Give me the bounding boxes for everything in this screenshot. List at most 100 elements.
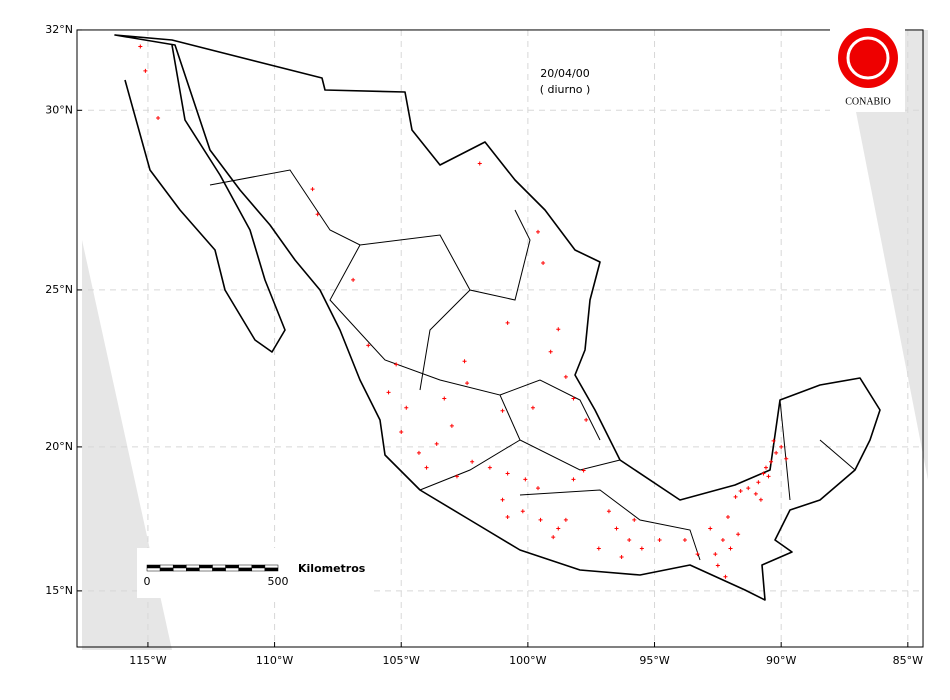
- fire-point: [538, 517, 543, 522]
- fire-point: [399, 429, 404, 434]
- fire-point: [551, 535, 556, 540]
- fire-point: [505, 515, 510, 520]
- fire-point: [596, 546, 601, 551]
- fire-point: [763, 465, 768, 470]
- x-tick-label: 105°W: [383, 654, 420, 667]
- scale-tick-label: 500: [268, 575, 289, 588]
- fire-point: [394, 362, 399, 367]
- fire-point: [351, 277, 356, 282]
- fire-point: [736, 532, 741, 537]
- fire-point: [541, 260, 546, 265]
- fire-point: [720, 537, 725, 542]
- fire-point: [738, 489, 743, 494]
- x-tick-label: 85°W: [893, 654, 923, 667]
- scale-segment: [159, 567, 174, 572]
- y-tick-label: 32°N: [45, 23, 73, 36]
- scale-segment: [199, 564, 213, 569]
- fire-point: [500, 497, 505, 502]
- x-tick-label: 115°W: [129, 654, 166, 667]
- fire-point: [571, 477, 576, 482]
- scale-segment: [172, 564, 187, 569]
- fire-point: [758, 497, 763, 502]
- swath-gap: [840, 30, 928, 480]
- fire-point: [779, 444, 784, 449]
- scale-segment: [225, 564, 239, 569]
- fire-point: [769, 459, 774, 464]
- subtitle: ( diurno ): [540, 83, 591, 96]
- fire-point: [465, 381, 470, 386]
- y-tick-label: 30°N: [45, 103, 73, 116]
- fire-point: [563, 517, 568, 522]
- scale-label: Kilometros: [298, 562, 366, 575]
- state-borders: [209, 169, 856, 561]
- fire-point: [715, 563, 720, 568]
- fire-point: [366, 343, 371, 348]
- x-tick-label: 110°W: [256, 654, 293, 667]
- scale-tick-label: 0: [144, 575, 151, 588]
- fire-point: [156, 116, 161, 121]
- scale-segment: [238, 564, 253, 569]
- fire-point: [143, 68, 148, 73]
- fire-point: [771, 438, 776, 443]
- scale-bar: 0 500 Kilometros: [137, 548, 372, 598]
- fire-point: [500, 408, 505, 413]
- fire-point: [404, 405, 409, 410]
- scale-segment: [251, 564, 266, 569]
- logo: CONABIO: [830, 22, 905, 112]
- fire-point: [563, 374, 568, 379]
- fire-points: [138, 44, 789, 579]
- fire-point: [571, 396, 576, 401]
- scale-segment: [212, 564, 226, 569]
- date-label: 20/04/00: [540, 67, 589, 80]
- scale-segment: [264, 564, 279, 569]
- fire-point: [695, 552, 700, 557]
- fire-point: [639, 546, 644, 551]
- scale-segment: [186, 567, 200, 572]
- plot-frame: [76, 29, 924, 648]
- fire-point: [606, 509, 611, 514]
- scale-segment: [199, 567, 213, 572]
- scale-segment: [159, 564, 174, 569]
- fire-point: [723, 574, 728, 579]
- fire-point: [462, 359, 467, 364]
- fire-point: [520, 509, 525, 514]
- country-outline: [114, 34, 881, 601]
- fire-point: [725, 515, 730, 520]
- fire-point: [584, 417, 589, 422]
- fire-point: [449, 423, 454, 428]
- x-tick-label: 95°W: [639, 654, 669, 667]
- fire-point: [477, 161, 482, 166]
- fire-point: [657, 537, 662, 542]
- swath-gap: [82, 240, 172, 650]
- fire-point: [756, 480, 761, 485]
- fire-point: [753, 491, 758, 496]
- fire-point: [530, 405, 535, 410]
- fire-point: [784, 456, 789, 461]
- fire-point: [548, 349, 553, 354]
- fire-point: [505, 471, 510, 476]
- scale-box: [137, 548, 372, 598]
- baja-outline: [124, 44, 286, 353]
- fire-point: [138, 44, 143, 49]
- scale-segment: [251, 567, 266, 572]
- fire-point: [470, 459, 475, 464]
- fire-point: [733, 494, 738, 499]
- logo-text: CONABIO: [845, 96, 891, 107]
- fire-point: [536, 486, 541, 491]
- fire-point: [536, 229, 541, 234]
- fire-point: [386, 390, 391, 395]
- fire-point: [627, 537, 632, 542]
- fire-point: [416, 450, 421, 455]
- fire-point: [619, 554, 624, 559]
- fire-point: [556, 526, 561, 531]
- scale-segment: [264, 567, 279, 572]
- x-tick-label: 90°W: [766, 654, 796, 667]
- scale-segment: [146, 564, 161, 569]
- fire-point: [746, 486, 751, 491]
- scale-segment: [225, 567, 239, 572]
- fire-point: [434, 441, 439, 446]
- y-tick-label: 20°N: [45, 440, 73, 453]
- fire-point: [310, 187, 315, 192]
- fire-point: [581, 468, 586, 473]
- scale-segment: [238, 567, 253, 572]
